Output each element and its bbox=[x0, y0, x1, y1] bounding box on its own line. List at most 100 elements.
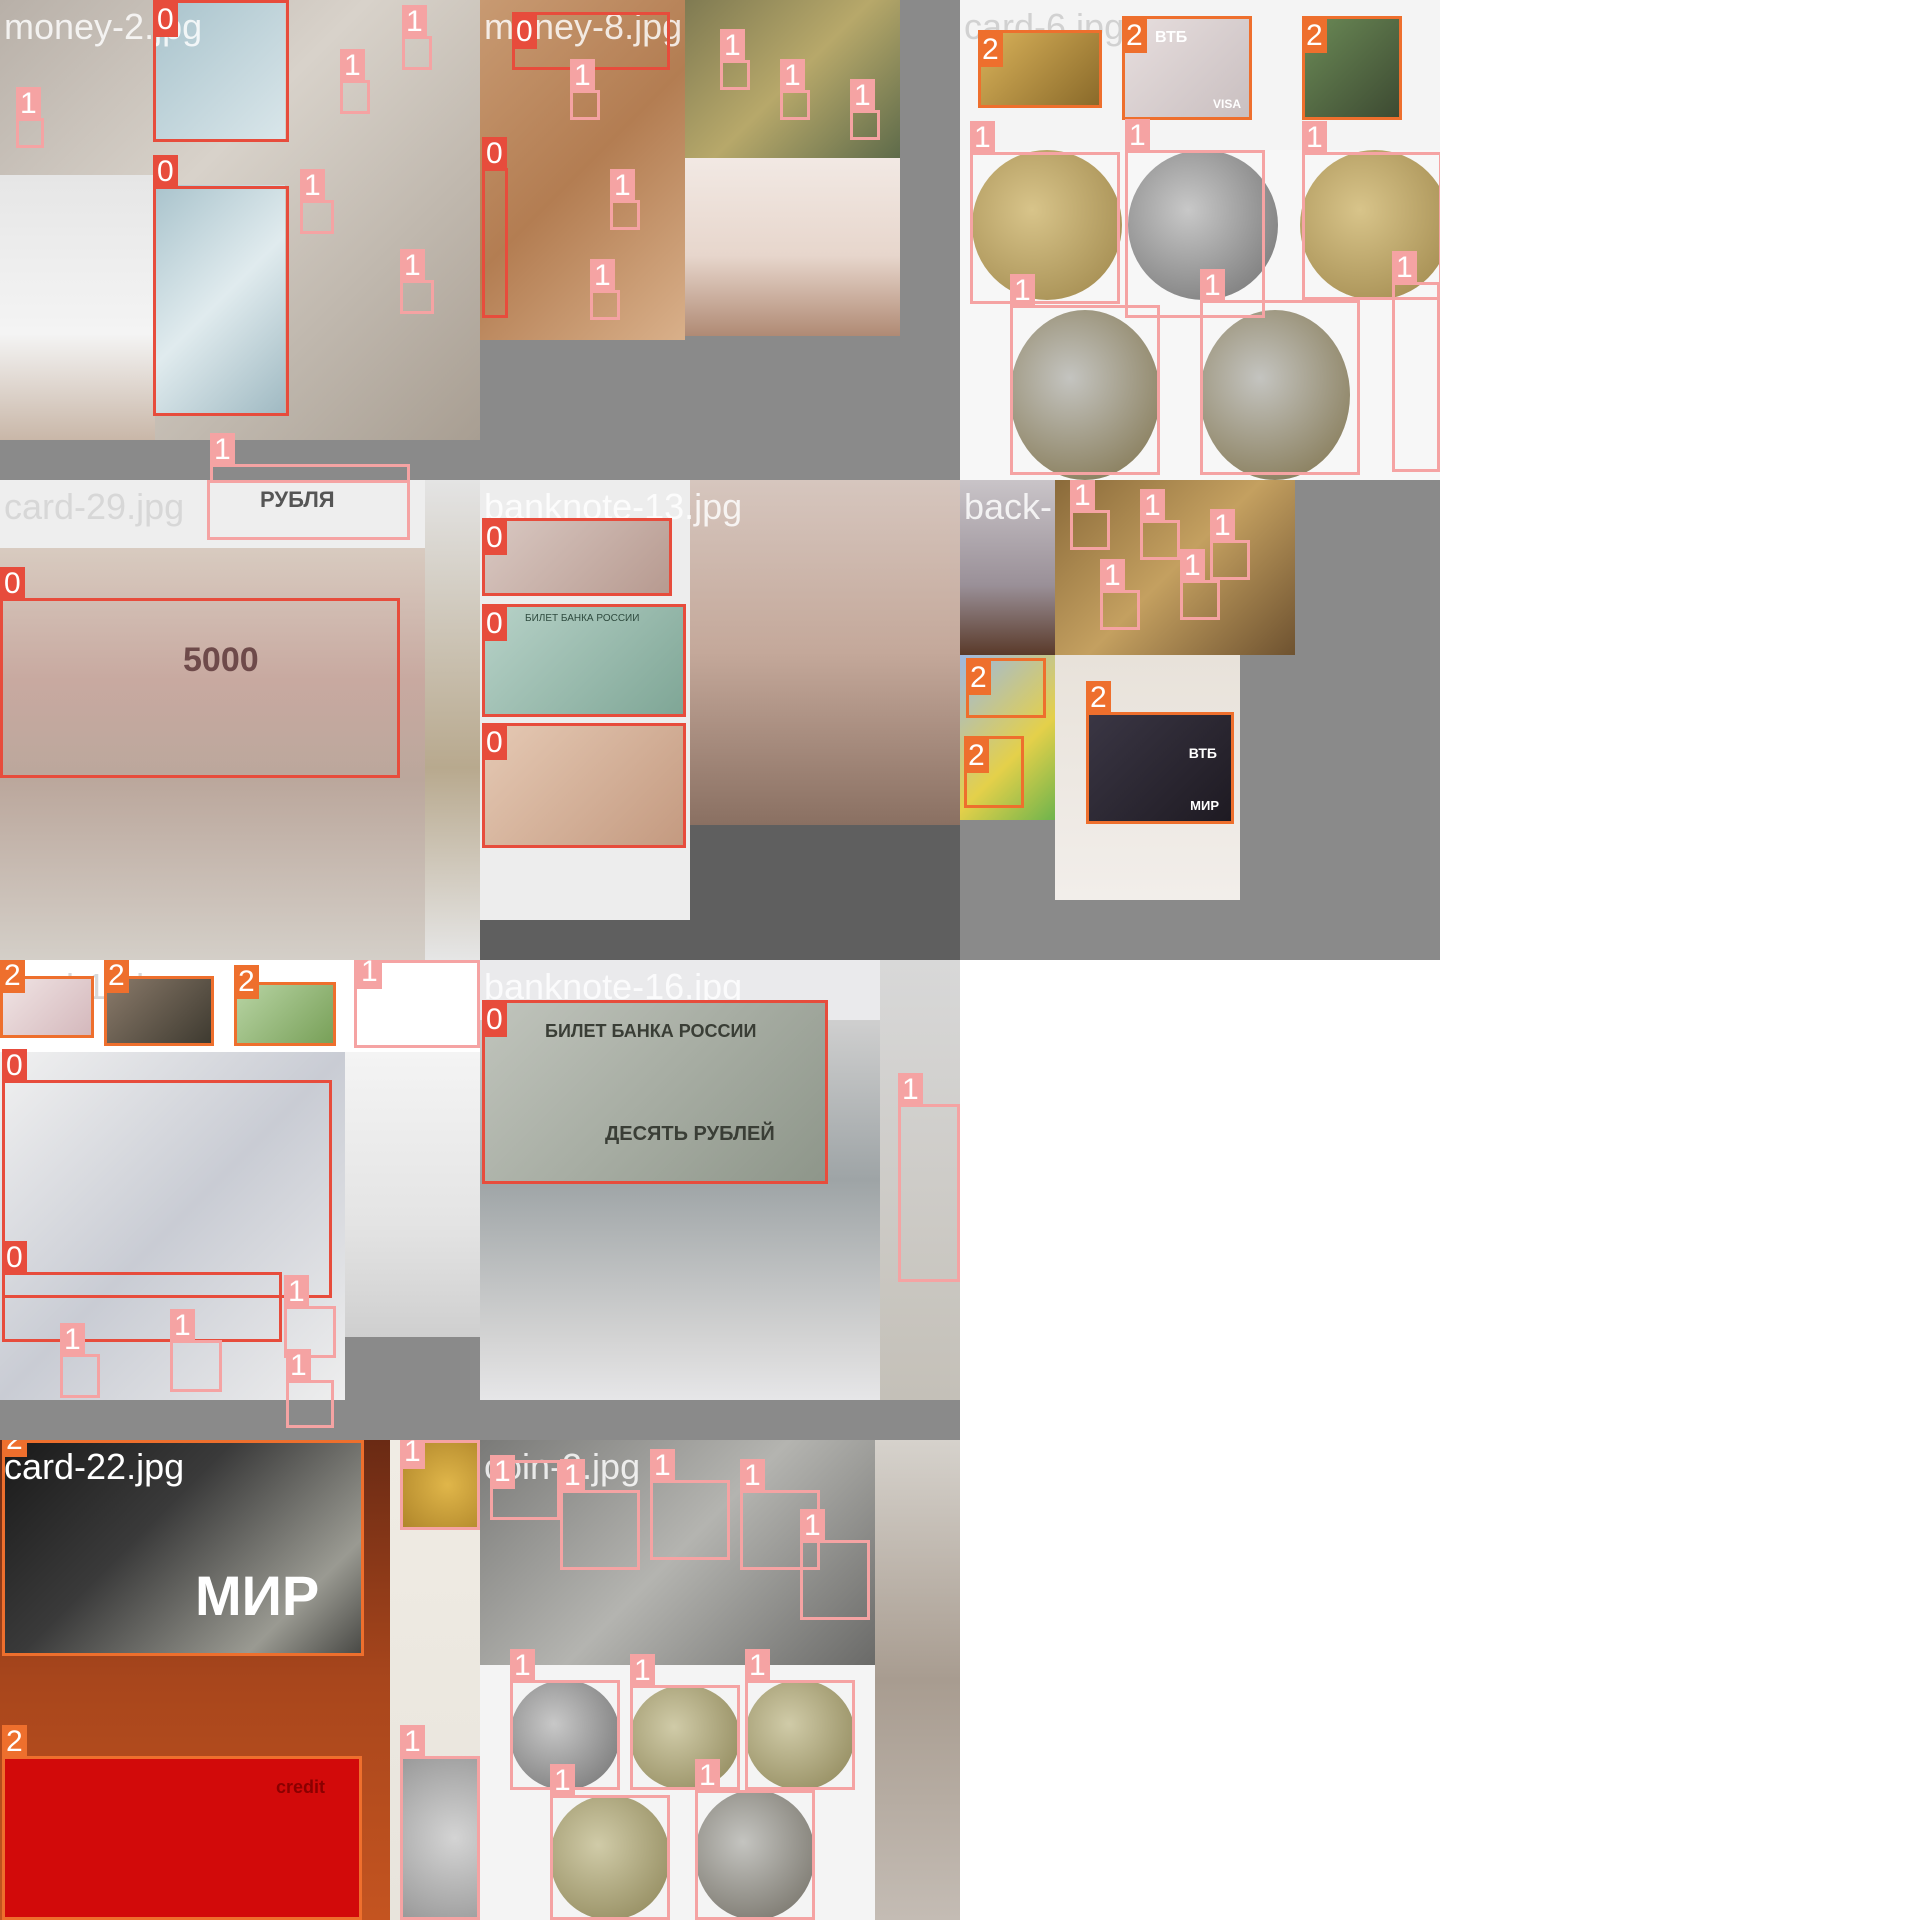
class-label: 1 bbox=[286, 1349, 311, 1383]
coin-box: 1 bbox=[850, 79, 880, 140]
class-label: 2 bbox=[964, 739, 989, 773]
class-label: 0 bbox=[2, 1241, 27, 1275]
tile-filename: back- bbox=[964, 486, 1053, 527]
coin-box: 1 bbox=[1302, 121, 1440, 300]
class-label: 2 bbox=[966, 661, 991, 695]
class-label: 0 bbox=[482, 726, 507, 760]
coin-box: 1 bbox=[610, 169, 640, 230]
coin-box: 1 bbox=[1010, 274, 1160, 475]
class-label: 0 bbox=[482, 137, 507, 171]
coin-box: 1 bbox=[170, 1309, 222, 1392]
coin-box: 1 bbox=[1210, 509, 1250, 580]
class-label: 1 bbox=[780, 59, 805, 93]
class-label: 2 bbox=[104, 960, 129, 993]
class-label: 2 bbox=[0, 960, 25, 993]
banknote-box: 0 bbox=[2, 1049, 332, 1298]
coin-photo bbox=[745, 1680, 855, 1790]
card-box: 2 bbox=[978, 30, 1102, 108]
class-label: 1 bbox=[898, 1073, 923, 1107]
photo-banknote bbox=[155, 185, 285, 415]
class-label: 0 bbox=[512, 15, 537, 49]
card-box: 2 bbox=[966, 658, 1046, 718]
class-label: 1 bbox=[740, 1459, 765, 1493]
coin-box: 1 bbox=[16, 87, 44, 148]
credit-text: credit bbox=[275, 1777, 325, 1797]
photo-cash-stack bbox=[0, 480, 425, 960]
class-label: 0 bbox=[0, 567, 25, 601]
note-text: БИЛЕТ БАНКА РОССИИ bbox=[525, 613, 640, 624]
class-label: 1 bbox=[1302, 121, 1327, 155]
class-label: 0 bbox=[482, 607, 507, 641]
class-label: 1 bbox=[610, 169, 635, 203]
coin-box: 1 bbox=[780, 59, 810, 120]
card-box: 2 МИР bbox=[2, 1440, 364, 1656]
coin-box: 1 bbox=[745, 1649, 855, 1790]
coin-box: 1 bbox=[286, 1349, 334, 1428]
coin-box: 1 bbox=[210, 433, 410, 480]
card-box: 2 credit bbox=[2, 1725, 362, 1920]
class-label: 1 bbox=[1180, 549, 1205, 583]
mir-logo: МИР bbox=[195, 1564, 320, 1627]
note-denomination: ДЕСЯТЬ РУБЛЕЙ bbox=[605, 1123, 775, 1145]
photo-side bbox=[425, 480, 480, 960]
vtb-logo: ВТБ bbox=[1155, 29, 1188, 46]
coin-box: 1 bbox=[400, 1725, 480, 1920]
coin-photo bbox=[630, 1685, 740, 1790]
tile-filename: card-22.jpg bbox=[4, 1446, 185, 1487]
class-label: 1 bbox=[210, 433, 235, 467]
banknote-box: 0 bbox=[2, 1241, 282, 1342]
class-label: 2 bbox=[234, 965, 259, 999]
card-box: 2 ВТБ VISA bbox=[1122, 16, 1252, 120]
coin-box: 1 bbox=[560, 1459, 640, 1570]
class-label: 1 bbox=[1100, 559, 1125, 593]
banknote-box: 0 БИЛЕТ БАНКА РОССИИ ДЕСЯТЬ РУБЛЕЙ bbox=[482, 1000, 828, 1184]
class-label: 0 bbox=[153, 155, 178, 189]
photo-wood bbox=[875, 1440, 960, 1920]
coin-text: РУБЛЯ bbox=[260, 487, 335, 512]
card-box: 2 bbox=[0, 960, 94, 1038]
class-label: 1 bbox=[16, 87, 41, 121]
note-denomination: 5000 bbox=[183, 641, 259, 679]
photo-bedroom bbox=[960, 480, 1055, 655]
class-label: 1 bbox=[590, 259, 615, 293]
mir-logo: МИР bbox=[1190, 798, 1219, 813]
mosaic-tile-banknote-16: banknote-16.jpg 0 БИЛЕТ БАНКА РОССИИ ДЕС… bbox=[480, 960, 960, 1440]
class-label: 1 bbox=[1210, 509, 1235, 543]
card-box: 2 ВТБ МИР bbox=[1086, 681, 1234, 824]
coin-box: 1 bbox=[400, 1440, 480, 1530]
mosaic-tile-coin-2: coin-2.jpg 1 1 1 1 1 1 1 1 1 1 bbox=[480, 1440, 960, 1920]
class-label: 2 bbox=[1086, 681, 1111, 715]
photo-bathroom bbox=[345, 1052, 480, 1337]
banknote-box: 0 5000 bbox=[0, 567, 400, 778]
class-label: 2 bbox=[2, 1440, 27, 1457]
coin-box: РУБЛЯ bbox=[207, 480, 410, 540]
coin-photo bbox=[1200, 310, 1350, 480]
photo-bathroom bbox=[690, 480, 960, 825]
class-label: 1 bbox=[650, 1449, 675, 1483]
coin-box: 1 bbox=[1200, 269, 1360, 475]
coin-box: 1 bbox=[1392, 251, 1440, 472]
coin-box: 1 bbox=[1140, 489, 1180, 560]
class-label: 1 bbox=[570, 59, 595, 93]
mosaic-tile-money-8: money-8.jpg 0 0 1 1 1 1 1 1 bbox=[480, 0, 960, 480]
coin-box: 1 bbox=[550, 1764, 670, 1920]
coin-box: 1 bbox=[354, 960, 480, 1048]
class-label: 1 bbox=[560, 1459, 585, 1493]
coin-box: 1 bbox=[695, 1759, 815, 1920]
mosaic-tile-money-2: money-2.jpg 0 0 1 1 1 1 1 1 bbox=[0, 0, 480, 480]
class-label: 1 bbox=[850, 79, 875, 113]
coin-box: 1 bbox=[570, 59, 600, 120]
class-label: 1 bbox=[284, 1275, 309, 1309]
class-label: 1 bbox=[400, 1440, 425, 1469]
coin-box: 1 bbox=[1070, 480, 1110, 550]
class-label: 1 bbox=[1125, 119, 1150, 153]
banknote-box: 0 bbox=[482, 518, 672, 596]
class-label: 1 bbox=[550, 1764, 575, 1798]
class-label: 2 bbox=[978, 33, 1003, 67]
coin-box: 1 bbox=[300, 169, 334, 234]
class-label: 1 bbox=[490, 1455, 515, 1489]
class-label: 1 bbox=[1140, 489, 1165, 523]
note-text: БИЛЕТ БАНКА РОССИИ bbox=[545, 1021, 757, 1041]
class-label: 2 bbox=[2, 1725, 27, 1759]
coin-box: 1 bbox=[400, 249, 434, 314]
